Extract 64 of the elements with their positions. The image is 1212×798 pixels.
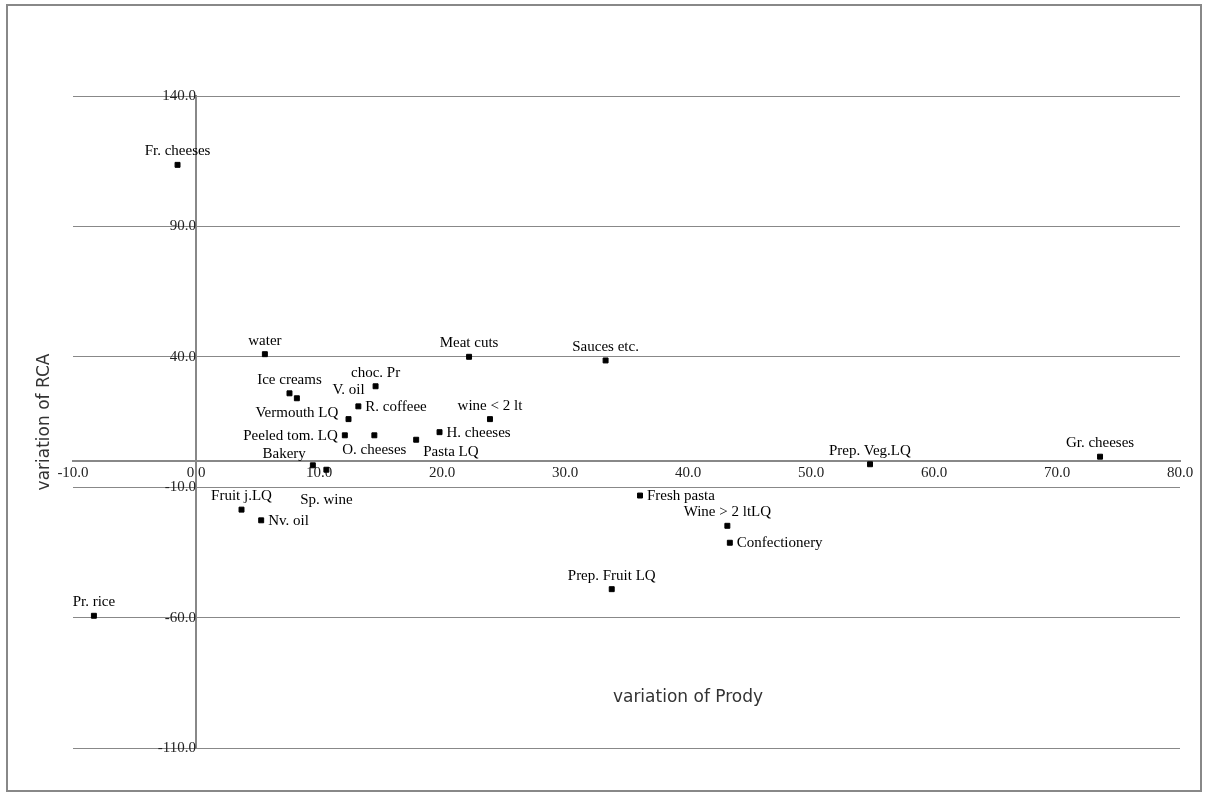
annotation: Pasta LQ — [423, 443, 479, 460]
x-tick-label: 70.0 — [1043, 464, 1071, 481]
y-tick-label: 90.0 — [169, 217, 196, 234]
annotation: Confectionery — [736, 534, 824, 551]
annotation: Gr. cheeses — [1065, 434, 1135, 451]
point — [487, 416, 493, 423]
point — [637, 492, 644, 499]
annotation: Ice creams — [257, 370, 322, 387]
annotation: O. cheeses — [342, 440, 407, 457]
point — [341, 432, 348, 439]
point — [258, 517, 265, 524]
x-tick-label: 50.0 — [797, 464, 825, 481]
point — [436, 429, 443, 436]
point — [608, 586, 615, 593]
y-tick-label: 140.0 — [162, 86, 196, 103]
point — [293, 395, 300, 402]
y-axis-title: variation of RCA — [33, 353, 54, 491]
point — [724, 522, 731, 529]
point — [413, 436, 420, 443]
point — [602, 357, 609, 364]
annotation: Prep. Veg.LQ — [829, 441, 911, 458]
annotation: Bakery — [262, 444, 307, 461]
point — [372, 383, 379, 390]
annotation: V. oil — [332, 380, 365, 397]
annotation: wine < 2 lt — [457, 396, 524, 413]
annotation: Sp. wine — [300, 491, 353, 508]
annotation: water — [248, 331, 282, 348]
annotation: Nv. oil — [268, 511, 309, 528]
point — [466, 353, 473, 360]
annotation: Sauces etc. — [572, 337, 639, 354]
point — [261, 351, 268, 358]
annotation: Meat cuts — [439, 334, 499, 351]
annotation: R. coffeee — [365, 397, 428, 414]
annotation: Prep. Fruit LQ — [567, 566, 656, 583]
x-axis-title: variation of Prody — [612, 686, 764, 707]
y-tick-label: 40.0 — [169, 347, 196, 364]
x-tick-label: 60.0 — [920, 464, 948, 481]
y-tick-label: -110.0 — [157, 738, 196, 755]
x-tick-label: 20.0 — [428, 464, 456, 481]
x-tick-label: 40.0 — [674, 464, 702, 481]
annotation: Pr. rice — [72, 593, 116, 610]
annotation: Peeled tom. LQ — [243, 426, 338, 443]
x-tick-label: -10.0 — [57, 464, 89, 481]
annotation: Fruit j.LQ — [211, 487, 273, 504]
x-tick-label: 30.0 — [551, 464, 579, 481]
point — [238, 506, 245, 513]
annotation: Wine > 2 ltLQ — [683, 503, 772, 520]
point — [286, 390, 293, 397]
annotation: Fr. cheeses — [144, 142, 211, 159]
x-tick-label: 80.0 — [1166, 464, 1194, 481]
point — [174, 161, 181, 168]
point — [867, 461, 874, 468]
y-tick-label: -60.0 — [164, 608, 196, 625]
annotation: Fresh pasta — [647, 486, 716, 503]
y-tick-label: -10.0 — [164, 478, 196, 495]
annotation: choc. Pr — [351, 363, 401, 380]
point — [1097, 453, 1104, 460]
annotation: Vermouth LQ — [255, 403, 339, 420]
point — [345, 416, 352, 423]
point — [90, 612, 97, 619]
point — [371, 432, 378, 439]
point — [726, 539, 733, 546]
annotation: H. cheeses — [446, 423, 511, 440]
point — [355, 403, 362, 410]
